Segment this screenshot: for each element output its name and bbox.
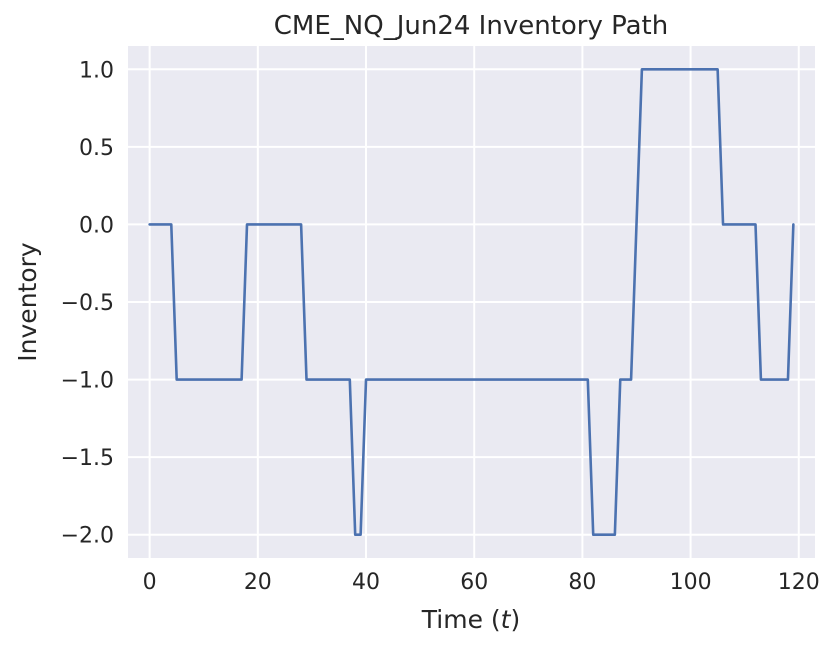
series-layer	[148, 67, 795, 537]
x-tick-label: 120	[778, 570, 820, 595]
y-tick-label: 0.0	[79, 213, 114, 238]
chart-title: CME_NQ_Jun24 Inventory Path	[274, 11, 668, 41]
x-tick-label: 60	[460, 570, 488, 595]
y-tick-label: 0.5	[79, 136, 114, 161]
series-line	[148, 67, 795, 537]
x-axis-label-variable: t	[501, 605, 512, 634]
x-tick-label: 40	[352, 570, 380, 595]
x-tick-label: 0	[143, 570, 157, 595]
y-tick-label: −1.5	[61, 446, 114, 471]
y-axis-label: Inventory	[13, 242, 42, 362]
x-tick-label: 100	[670, 570, 712, 595]
x-axis-label-prefix: Time (	[421, 605, 501, 634]
grid	[128, 46, 815, 558]
x-axis-label: Time (t)	[421, 605, 520, 634]
y-tick-label: −2.0	[61, 524, 114, 549]
tick-labels: 0 20 40 60 80 100 120 1.0 0.5 0.0 −0.5 −1.0 −1.5 −2.0	[61, 58, 820, 595]
y-tick-label: 1.0	[79, 58, 114, 83]
y-tick-label: −0.5	[61, 291, 114, 316]
x-tick-label: 80	[568, 570, 596, 595]
x-axis-label-suffix: )	[510, 605, 520, 634]
y-tick-label: −1.0	[61, 369, 114, 394]
x-tick-label: 20	[244, 570, 272, 595]
